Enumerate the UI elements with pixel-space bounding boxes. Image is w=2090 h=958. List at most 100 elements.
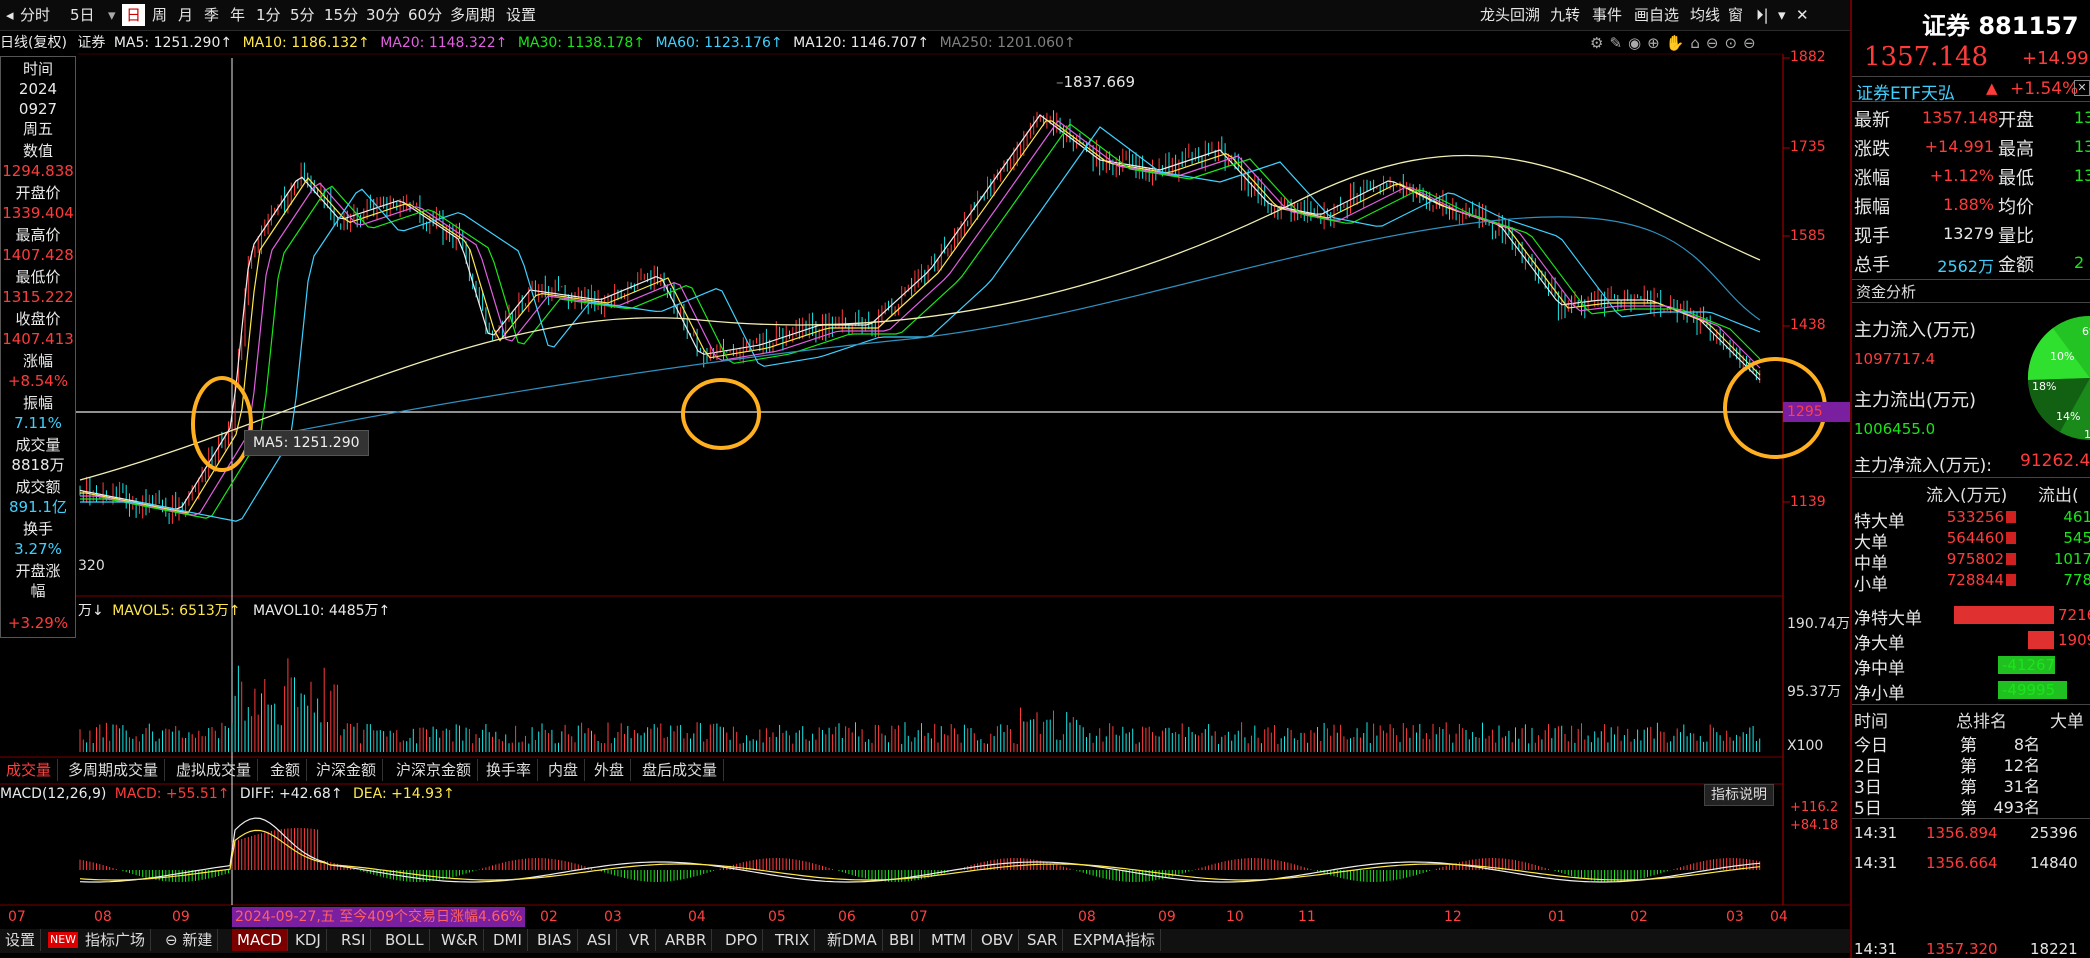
tick-price: 1357.320 [1926, 940, 1998, 958]
amt-label: 成交额 [15, 478, 61, 496]
dropdown-icon[interactable]: ▾ [1778, 6, 1786, 24]
amt-value: 891.1亿 [9, 498, 67, 516]
tab-obv[interactable]: OBV [976, 929, 1019, 951]
flow-in-bar [2006, 532, 2016, 544]
tab-virtual-volume[interactable]: 虚拟成交量 [170, 759, 259, 781]
indicator-plaza-button[interactable]: 指标广场 [80, 929, 152, 951]
chart-tool-icons[interactable]: ⚙✎◉⊕✋⌂⊖⊙⊖ [1590, 34, 1762, 52]
tab-mtm[interactable]: MTM [926, 929, 973, 951]
tab-turnover[interactable]: 换手率 [480, 759, 539, 781]
indicator-settings-button[interactable]: 设置 [0, 929, 42, 951]
new-indicator-label: 新建 [182, 931, 213, 949]
tab-macd[interactable]: MACD [232, 929, 288, 951]
net-flow-value: -41267 [2002, 656, 2056, 674]
collapse-icon[interactable]: ◂ [6, 6, 14, 24]
highlight-circle-middle [681, 378, 761, 450]
period-quarter[interactable]: 季 [204, 6, 220, 24]
tab-multi-volume[interactable]: 多周期成交量 [62, 759, 166, 781]
quote-value-2: 13 [2074, 166, 2090, 185]
macd-line [79, 829, 1761, 881]
period-60min[interactable]: 60分 [408, 6, 443, 24]
draw-watchlist-button[interactable]: 画自选 [1634, 6, 1680, 24]
chart-type-label[interactable]: 日线(复权) [0, 35, 67, 51]
period-year[interactable]: 年 [230, 6, 246, 24]
rank-time-header: 时间 [1854, 712, 1888, 732]
period-5min[interactable]: 5分 [290, 6, 315, 24]
quote-label-2: 量比 [1998, 226, 2034, 247]
month-tick: 02 [540, 909, 558, 925]
tab-bias[interactable]: BIAS [532, 929, 578, 951]
tab-trix[interactable]: TRIX [770, 929, 816, 951]
window-button[interactable]: 窗 [1728, 6, 1744, 24]
period-week[interactable]: 周 [152, 6, 168, 24]
tab-inner[interactable]: 内盘 [542, 759, 586, 781]
indicator-help-button[interactable]: 指标说明 [1704, 784, 1774, 806]
macd-title[interactable]: MACD(12,26,9) [0, 786, 107, 802]
quote-label-2: 最低 [1998, 168, 2034, 189]
leader-review-button[interactable]: 龙头回溯 [1480, 6, 1541, 24]
event-button[interactable]: 事件 [1592, 6, 1623, 24]
pie-label-6: 6% [2082, 325, 2090, 338]
pie-label-10: 10% [2050, 350, 2074, 363]
month-tick: 08 [1078, 909, 1096, 925]
kline-chart[interactable] [0, 0, 1850, 958]
etf-change: +1.54% [2010, 79, 2079, 99]
tab-after-hours[interactable]: 盘后成交量 [636, 759, 725, 781]
tab-dpo[interactable]: DPO [720, 929, 764, 951]
tab-new-dma[interactable]: 新DMA [822, 929, 883, 951]
prev-window-icon[interactable]: ⏵| [1756, 6, 1769, 24]
month-tick: 10 [1226, 909, 1244, 925]
ma-button[interactable]: 均线 [1690, 6, 1721, 24]
period-month[interactable]: 月 [178, 6, 194, 24]
settings-button[interactable]: 设置 [506, 6, 537, 24]
tab-boll[interactable]: BOLL [380, 929, 430, 951]
ma-line [80, 126, 1761, 522]
tab-asi[interactable]: ASI [582, 929, 618, 951]
price-axis-6: 1139 [1790, 494, 1826, 510]
close-icon[interactable]: ✕ [1796, 6, 1809, 24]
tab-vr[interactable]: VR [624, 929, 656, 951]
period-day[interactable]: 日 [122, 4, 146, 26]
current-price: 1357.148 [1864, 42, 1989, 72]
close-etf-icon[interactable]: ✕ [2074, 80, 2090, 96]
period-15min[interactable]: 15分 [324, 6, 359, 24]
rank-prefix: 第 [1960, 799, 1977, 819]
nine-turn-button[interactable]: 九转 [1550, 6, 1581, 24]
tab-outer[interactable]: 外盘 [588, 759, 632, 781]
tab-sh-sz-amount[interactable]: 沪深金额 [310, 759, 384, 781]
quote-value: 1.88% [1943, 195, 1994, 214]
volume-axis-3: X100 [1787, 738, 1824, 754]
period-2[interactable]: 5日 [70, 6, 95, 24]
volume-unit: 万↓ [78, 603, 104, 619]
quote-value-2: 13 [2074, 108, 2090, 127]
period-toolbar: ◂ 分时 5日 ▾ 日 周 月 季 年 1分 5分 15分 30分 60分 多周… [0, 0, 1850, 31]
tab-volume[interactable]: 成交量 [0, 759, 59, 781]
net-flow-label: 净中单 [1854, 659, 1905, 679]
net-flow-label: 净小单 [1854, 684, 1905, 704]
price-axis-3: 1585 [1790, 228, 1826, 244]
period-1min[interactable]: 1分 [256, 6, 281, 24]
tab-expma[interactable]: EXPMA指标 [1068, 929, 1162, 951]
rank-value: 8名 [2013, 735, 2040, 754]
tab-bbi[interactable]: BBI [884, 929, 921, 951]
tab-rsi[interactable]: RSI [336, 929, 372, 951]
month-tick: 06 [838, 909, 856, 925]
rank-period: 2日 [1854, 757, 1882, 777]
new-indicator-button[interactable]: ⊖ 新建 [160, 929, 219, 951]
tab-arbr[interactable]: ARBR [660, 929, 713, 951]
macd-bars [79, 817, 1761, 883]
period-dropdown-icon[interactable]: ▾ [108, 6, 116, 24]
ma-tooltip: MA5: 1251.290 [244, 430, 369, 456]
tab-wr[interactable]: W&R [436, 929, 484, 951]
tab-sh-sz-bj-amount[interactable]: 沪深京金额 [390, 759, 479, 781]
flow-label: 特大单 [1854, 512, 1905, 532]
etf-link[interactable]: 证券ETF天弘 [1856, 84, 1955, 104]
tab-kdj[interactable]: KDJ [290, 929, 327, 951]
period-30min[interactable]: 30分 [366, 6, 401, 24]
period-1[interactable]: 分时 [20, 6, 51, 24]
tab-sar[interactable]: SAR [1022, 929, 1064, 951]
month-tick: 12 [1444, 909, 1462, 925]
tab-dmi[interactable]: DMI [488, 929, 528, 951]
multi-period[interactable]: 多周期 [450, 6, 496, 24]
tab-amount[interactable]: 金额 [264, 759, 308, 781]
